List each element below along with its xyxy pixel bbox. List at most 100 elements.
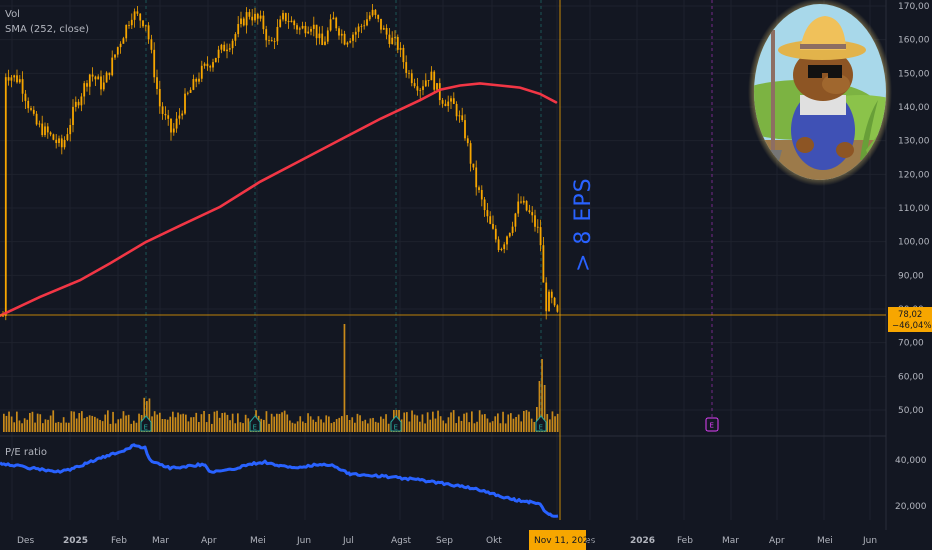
volume-bar [517, 414, 520, 432]
volume-bar [39, 414, 42, 432]
volume-bar [471, 411, 473, 432]
volume-bar [174, 417, 177, 432]
candle-body [508, 232, 511, 237]
volume-bar [351, 417, 354, 432]
time-axis-label: Agst [391, 536, 412, 546]
candle-body [396, 37, 399, 50]
volume-bar [512, 418, 515, 432]
future-earnings-marker[interactable]: E [705, 417, 719, 432]
candle-body [217, 49, 220, 58]
volume-bar [421, 414, 424, 432]
pe-axis-label: 40,000 [895, 456, 927, 466]
volume-bar [328, 416, 330, 432]
volume-bar [304, 422, 307, 432]
time-axis-label: Feb [677, 536, 693, 546]
candle-body [480, 189, 483, 200]
volume-bar [346, 415, 348, 432]
candle-body [343, 33, 346, 45]
candle-body [525, 200, 528, 211]
volume-bar [348, 420, 351, 432]
candle-body [329, 19, 332, 31]
candle-body [422, 86, 424, 90]
volume-bar [408, 421, 411, 432]
volume-bar [198, 421, 200, 432]
price-axis-label: 60,00 [898, 372, 924, 382]
volume-bar [211, 423, 213, 432]
volume-bar [273, 416, 276, 432]
candle-body [133, 11, 136, 20]
eps-annotation: > 8 EPS [571, 177, 596, 272]
volume-bar [216, 410, 218, 432]
volume-bar [338, 417, 341, 432]
volume-bar [91, 415, 94, 432]
earnings-marker[interactable]: E [140, 415, 152, 432]
volume-bar [549, 419, 551, 432]
volume-bar [296, 421, 299, 432]
earnings-marker[interactable]: E [390, 415, 402, 432]
time-axis[interactable]: Des 2025 Feb Mar Apr Mei Jun Jul Agst Sep Okt es 202… [17, 536, 877, 546]
candle-body [385, 28, 388, 35]
volume-bar [380, 416, 382, 432]
volume-bar [86, 416, 88, 432]
volume-bar [172, 411, 174, 432]
volume-bar [491, 421, 494, 432]
candle-body [430, 71, 433, 81]
volume-bar [533, 422, 536, 432]
price-axis[interactable]: 170,00 160,00 150,00 140,00 130,00 120,00 110,… [898, 2, 930, 416]
candle-body [472, 163, 475, 168]
volume-bar [320, 419, 322, 432]
volume-bar [330, 423, 333, 432]
volume-bar [244, 414, 247, 432]
volume-bar [57, 421, 60, 432]
volume-bar [68, 422, 70, 432]
candle-body [18, 79, 21, 83]
candle-body [402, 47, 405, 63]
candle-body [189, 89, 192, 93]
candle-body [150, 39, 153, 50]
volume-bar [452, 410, 455, 432]
volume-bar [299, 416, 302, 432]
candle-body [13, 75, 16, 78]
candle-body [349, 40, 352, 43]
price-axis-label: 100,00 [898, 238, 930, 248]
volume-bar [463, 413, 465, 432]
candle-body [380, 18, 382, 30]
candle-body [503, 244, 506, 250]
candle-body [94, 76, 97, 80]
volume-bar [445, 423, 447, 432]
candle-body [455, 103, 458, 117]
candle-body [338, 28, 340, 36]
candle-body [242, 18, 245, 26]
candle-body [388, 34, 391, 44]
price-axis-label: 160,00 [898, 36, 930, 46]
volume-bar [468, 422, 471, 432]
candle-body [55, 139, 58, 144]
earnings-marker[interactable]: E [535, 415, 547, 432]
volume-bar [138, 413, 140, 432]
volume-bar [515, 416, 517, 432]
candle-body [122, 38, 125, 44]
volume-bar [205, 422, 208, 432]
volume-bar [81, 411, 83, 432]
candle-body [58, 138, 60, 144]
volume-bar [49, 415, 52, 432]
pe-axis[interactable]: 40,000 20,000 [895, 456, 927, 512]
earnings-marker[interactable]: E [249, 415, 261, 432]
volume-bar [361, 421, 364, 432]
volume-bar [289, 420, 291, 432]
volume-bar [242, 423, 244, 432]
volume-bar [429, 419, 432, 432]
volume-bar [99, 419, 101, 432]
price-axis-label: 90,00 [898, 271, 924, 281]
candle-body [279, 19, 282, 27]
candle-body [433, 71, 436, 90]
volume-bar [382, 418, 385, 432]
time-axis-label: 2025 [63, 536, 88, 546]
svg-text:Nov 11, 2025: Nov 11, 2025 [534, 536, 595, 546]
candle-body [287, 21, 290, 23]
candle-body [276, 26, 279, 42]
candle-body [130, 19, 133, 26]
price-axis-label: 140,00 [898, 103, 930, 113]
volume-bar [400, 419, 403, 432]
